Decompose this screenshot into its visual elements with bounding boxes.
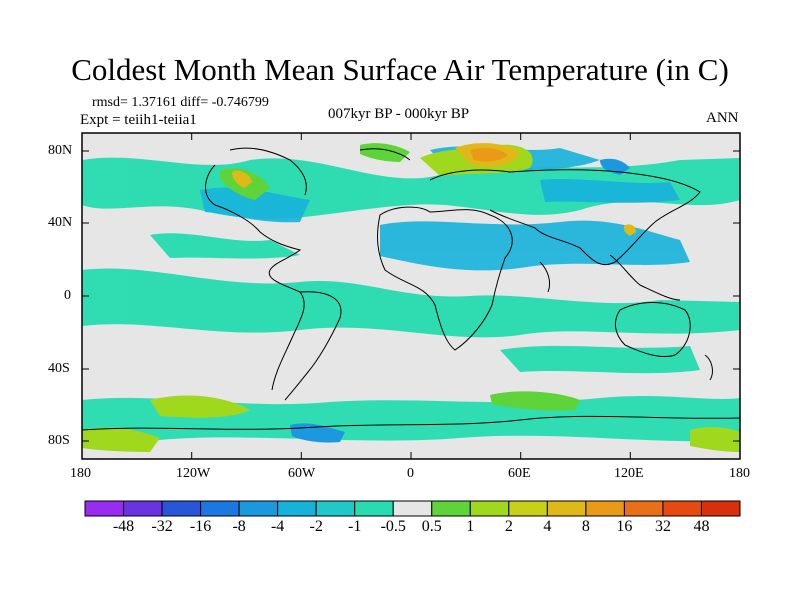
colorbar-label: 2 xyxy=(504,518,513,535)
coastlines xyxy=(82,147,740,431)
colorbar-swatch xyxy=(431,500,471,517)
colorbar-swatch xyxy=(161,500,202,517)
x-tick-label: 120W xyxy=(176,466,211,481)
colorbar-label: -8 xyxy=(232,518,246,535)
colorbar-label: 16 xyxy=(616,518,633,535)
x-tick-label: 120E xyxy=(614,466,644,481)
colorbar-label: 0.5 xyxy=(421,518,442,535)
colorbar-swatch xyxy=(585,500,625,517)
colorbar-label: -4 xyxy=(270,518,285,535)
x-tick-label: 60W xyxy=(288,466,316,481)
y-tick-label: 80N xyxy=(48,143,73,158)
season-label: ANN xyxy=(706,110,739,126)
colorbar-swatch xyxy=(508,500,548,517)
experiment-label: Expt = teiih1-teiia1 xyxy=(80,112,197,128)
colorbar-label: 48 xyxy=(693,518,710,535)
colorbar-label: -0.5 xyxy=(380,518,406,535)
colorbar-swatch xyxy=(238,500,279,517)
colorbar-label: 32 xyxy=(654,518,671,535)
colorbar-swatch xyxy=(84,500,125,517)
y-tick-label: 80S xyxy=(48,433,70,448)
x-tick-label: 180 xyxy=(729,466,750,481)
colorbar-swatch xyxy=(200,500,240,517)
colorbar-label: -48 xyxy=(112,518,135,535)
x-tick-marks xyxy=(81,133,741,459)
x-tick-label: 0 xyxy=(407,466,414,481)
y-tick-label: 0 xyxy=(64,288,71,303)
stats-label: rmsd= 1.37161 diff= -0.746799 xyxy=(92,95,269,110)
hot-anomaly-regions xyxy=(232,143,636,236)
colorbar-swatch xyxy=(546,500,587,517)
colorbar-swatch xyxy=(623,500,664,517)
colorbar-swatch xyxy=(315,500,356,517)
colorbar-label: 8 xyxy=(581,518,590,535)
map-title: Coldest Month Mean Surface Air Temperatu… xyxy=(71,52,729,87)
y-tick-label: 40S xyxy=(48,361,70,376)
colorbar-swatch xyxy=(123,500,163,517)
colorbar-label: -2 xyxy=(309,518,323,535)
colorbar-label: 1 xyxy=(466,518,475,535)
colorbar-swatch xyxy=(354,500,394,517)
colorbar-swatch xyxy=(469,500,510,517)
y-tick-marks xyxy=(82,150,740,442)
colorbar-label: -16 xyxy=(189,518,212,535)
colorbar-swatch xyxy=(277,500,317,517)
colorbar-swatch xyxy=(662,500,702,517)
colorbar-label: -32 xyxy=(151,518,173,535)
colorbar-label: -1 xyxy=(348,518,362,535)
x-tick-label: 180 xyxy=(70,466,91,481)
y-tick-label: 40N xyxy=(48,215,73,230)
colorbar-swatch xyxy=(700,500,741,517)
colorbar-swatch xyxy=(392,500,433,517)
colorbar-label: 4 xyxy=(543,518,552,535)
x-tick-label: 60E xyxy=(508,466,531,481)
period-label: 007kyr BP - 000kyr BP xyxy=(328,106,470,122)
